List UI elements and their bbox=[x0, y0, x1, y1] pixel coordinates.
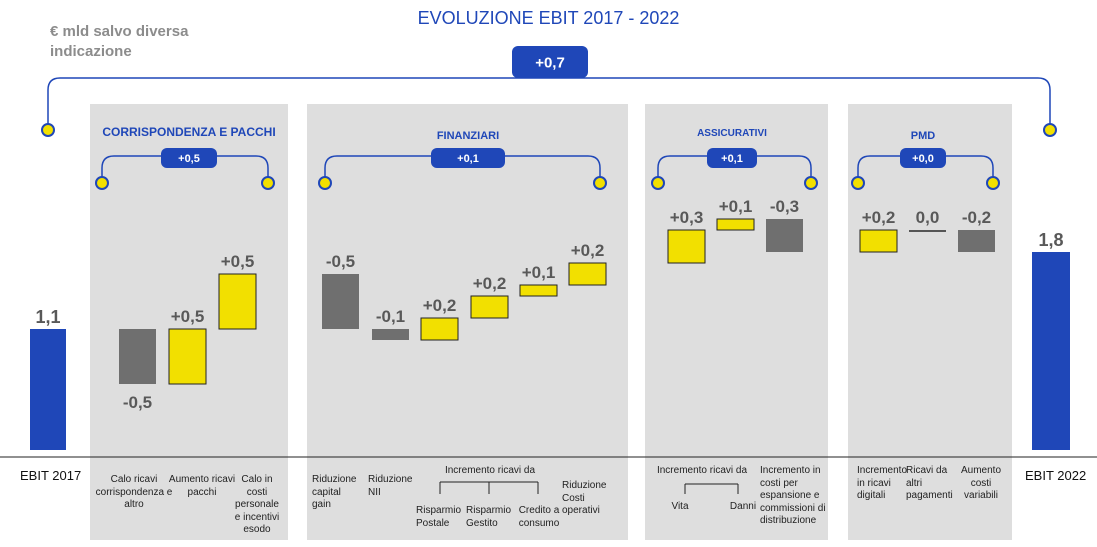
bar-g1-i1 bbox=[372, 329, 409, 340]
label-ebit-2017: EBIT 2017 bbox=[20, 468, 82, 483]
group-bracket-3-dot-left bbox=[851, 176, 865, 190]
bar-g0-i2 bbox=[218, 273, 257, 330]
value-g1-i3: +0,2 bbox=[473, 274, 507, 293]
value-g3-i1: 0,0 bbox=[916, 208, 940, 227]
value-g3-i2: -0,2 bbox=[962, 208, 991, 227]
group-bracket-1-dot-right bbox=[593, 176, 607, 190]
group-title-1: FINANZIARI bbox=[437, 130, 499, 142]
group-subtotal-1-pill-text: +0,1 bbox=[457, 153, 479, 165]
value-g1-i0: -0,5 bbox=[326, 252, 355, 271]
value-g1-i2: +0,2 bbox=[423, 296, 457, 315]
value-g1-i1: -0,1 bbox=[376, 307, 405, 326]
bar-g1-i0 bbox=[322, 274, 359, 329]
bar-g3-i0 bbox=[859, 229, 898, 253]
group-title-3: PMD bbox=[911, 130, 936, 142]
label-ebit-2022: EBIT 2022 bbox=[1025, 468, 1087, 483]
label-aumento-pacchi: Aumento ricavi pacchi bbox=[168, 474, 236, 498]
group-subtotal-0-pill-text: +0,5 bbox=[178, 153, 200, 165]
group-subtotal-2-pill-text: +0,1 bbox=[721, 153, 743, 165]
panel-3 bbox=[848, 104, 1012, 540]
bar-g1-i5 bbox=[568, 262, 607, 286]
value-g3-i0: +0,2 bbox=[862, 208, 896, 227]
value-g1-i5: +0,2 bbox=[571, 241, 605, 260]
label-incremento-costi-ass: Incremento in costi per espansione e com… bbox=[760, 465, 826, 526]
group-bracket-1-dot-left bbox=[318, 176, 332, 190]
group-subtotal-2-pill bbox=[707, 148, 757, 168]
bar-ebit-2017 bbox=[30, 329, 66, 450]
total-bracket-dot-right bbox=[1043, 123, 1057, 137]
group-bracket-3-dot-right bbox=[986, 176, 1000, 190]
bar-g1-i3 bbox=[470, 295, 509, 319]
bar-g3-i1 bbox=[909, 230, 946, 232]
value-g2-i1: +0,1 bbox=[719, 197, 753, 216]
bar-g1-i4 bbox=[519, 284, 558, 297]
value-g0-i0: -0,5 bbox=[123, 393, 152, 412]
bar-g0-i1 bbox=[168, 328, 207, 385]
label-incremento-ricavi-fin: Incremento ricavi da bbox=[444, 465, 536, 476]
group-subtotal-3-pill bbox=[900, 148, 946, 168]
group-subtotal-3-pill-text: +0,0 bbox=[912, 153, 934, 165]
label-danni: Danni bbox=[729, 501, 757, 512]
label-incremento-digitali: Incremento in ricavi digitali bbox=[857, 465, 908, 501]
unit-note: € mld salvo diversa indicazione bbox=[50, 23, 189, 60]
group-bracket-2-dot-left bbox=[651, 176, 665, 190]
total-change-pill bbox=[512, 46, 588, 78]
bar-g3-i2 bbox=[958, 230, 995, 252]
bar-g2-i2 bbox=[766, 219, 803, 252]
value-g1-i4: +0,1 bbox=[522, 263, 556, 282]
label-ricavi-altri-pagamenti: Ricavi da altri pagamenti bbox=[906, 465, 953, 501]
group-bracket-0-dot-left bbox=[95, 176, 109, 190]
label-calo-costi: Calo in costi personale e incentivi esod… bbox=[234, 474, 280, 535]
bar-ebit-2022 bbox=[1032, 252, 1070, 450]
group-subtotal-1-pill bbox=[431, 148, 505, 168]
value-ebit-2017: 1,1 bbox=[35, 307, 60, 327]
bar-g2-i0 bbox=[667, 229, 706, 264]
value-g2-i2: -0,3 bbox=[770, 197, 799, 216]
total-change-pill-text: +0,7 bbox=[535, 54, 565, 71]
value-g2-i0: +0,3 bbox=[670, 208, 704, 227]
bar-g0-i0 bbox=[119, 329, 156, 384]
label-risparmio-postale: Risparmio Postale bbox=[416, 505, 462, 529]
total-bracket-dot-left bbox=[41, 123, 55, 137]
panel-1 bbox=[307, 104, 628, 540]
bar-g1-i2 bbox=[420, 317, 459, 341]
group-title-0: CORRISPONDENZA E PACCHI bbox=[102, 125, 275, 139]
panel-2 bbox=[645, 104, 828, 540]
group-subtotal-0-pill bbox=[161, 148, 217, 168]
group-bracket-0-dot-right bbox=[261, 176, 275, 190]
label-riduzione-capital-gain: Riduzione capital gain bbox=[312, 474, 357, 510]
group-bracket-2-dot-right bbox=[804, 176, 818, 190]
bar-g2-i1 bbox=[716, 218, 755, 231]
label-calo-ricavi: Calo ricavi corrispondenza e altro bbox=[95, 474, 173, 510]
label-risparmio-gestito: Risparmio Gestito bbox=[466, 505, 512, 529]
value-g0-i1: +0,5 bbox=[171, 307, 205, 326]
group-title-2: ASSICURATIVI bbox=[697, 128, 767, 139]
label-credito-consumo: Credito a consumo bbox=[518, 505, 560, 529]
label-vita: Vita bbox=[671, 501, 689, 512]
chart-title: EVOLUZIONE EBIT 2017 - 2022 bbox=[417, 8, 680, 28]
value-g0-i2: +0,5 bbox=[221, 252, 255, 271]
label-riduzione-costi-operativi: Riduzione Costi operativi bbox=[562, 480, 607, 516]
label-aumento-costi-variabili: Aumento costi variabili bbox=[960, 465, 1002, 501]
label-riduzione-nii: Riduzione NII bbox=[368, 474, 413, 498]
value-ebit-2022: 1,8 bbox=[1038, 230, 1063, 250]
label-incremento-ricavi-ass: Incremento ricavi da bbox=[656, 465, 748, 476]
